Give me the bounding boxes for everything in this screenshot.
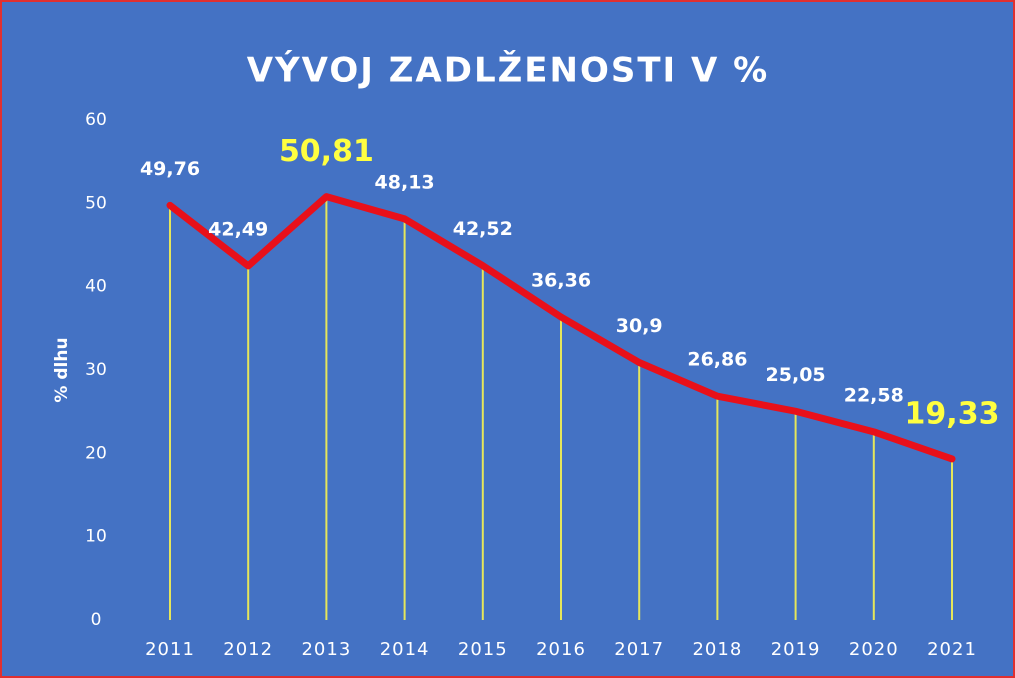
x-tick-label: 2012: [223, 639, 273, 660]
x-tick-label: 2011: [145, 639, 195, 660]
data-label: 30,9: [616, 315, 663, 337]
chart-title: VÝVOJ ZADLŽENOSTI V %: [247, 50, 770, 91]
y-axis-label: % dlhu: [52, 337, 72, 402]
x-tick-label: 2013: [301, 639, 351, 660]
y-tick-label: 40: [85, 277, 107, 297]
data-label: 48,13: [375, 171, 435, 193]
data-label: 19,33: [905, 396, 1000, 431]
x-tick-label: 2014: [380, 639, 430, 660]
x-tick-label: 2019: [771, 639, 821, 660]
x-tick-label: 2020: [849, 639, 899, 660]
y-tick-label: 0: [91, 610, 102, 630]
x-tick-label: 2018: [692, 639, 742, 660]
y-tick-label: 20: [85, 443, 107, 463]
y-tick-label: 10: [85, 527, 107, 547]
data-label: 42,49: [208, 218, 268, 240]
data-label: 50,81: [279, 134, 374, 169]
x-tick-label: 2017: [614, 639, 664, 660]
y-tick-label: 30: [85, 360, 107, 380]
data-label: 26,86: [687, 349, 747, 371]
y-tick-label: 60: [85, 110, 107, 130]
data-label: 22,58: [844, 384, 904, 406]
y-tick-label: 50: [85, 193, 107, 213]
data-label: 49,76: [140, 158, 200, 180]
data-label: 42,52: [453, 218, 513, 240]
data-label: 25,05: [766, 364, 826, 386]
x-tick-label: 2021: [927, 639, 977, 660]
line: [166, 193, 956, 463]
x-tick-label: 2015: [458, 639, 508, 660]
x-tick-label: 2016: [536, 639, 586, 660]
data-label: 36,36: [531, 270, 591, 292]
